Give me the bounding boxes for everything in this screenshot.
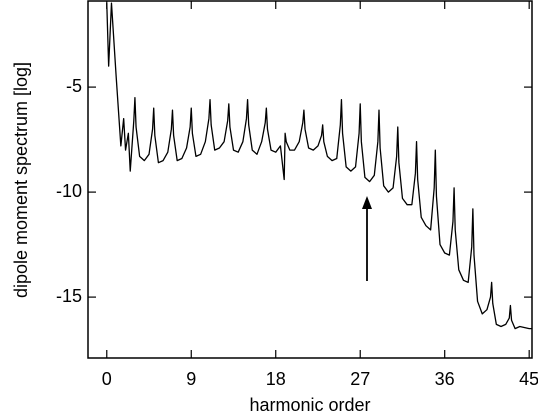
arrow-head — [362, 196, 372, 209]
y-axis-label: dipole moment spectrum [log] — [11, 62, 31, 298]
x-axis-label: harmonic order — [249, 395, 370, 415]
plot-area — [106, 2, 532, 330]
x-tick-label: 9 — [186, 369, 196, 389]
x-tick-label: 0 — [102, 369, 112, 389]
x-tick-label: 27 — [350, 369, 370, 389]
y-tick-label: -15 — [56, 286, 82, 306]
y-tick-label: -10 — [56, 181, 82, 201]
y-tick-label: -5 — [66, 76, 82, 96]
spectrum-line — [106, 2, 532, 330]
x-tick-label: 18 — [266, 369, 286, 389]
x-tick-label: 36 — [435, 369, 455, 389]
x-tick-label: 45 — [519, 369, 538, 389]
plot-frame — [87, 0, 533, 359]
